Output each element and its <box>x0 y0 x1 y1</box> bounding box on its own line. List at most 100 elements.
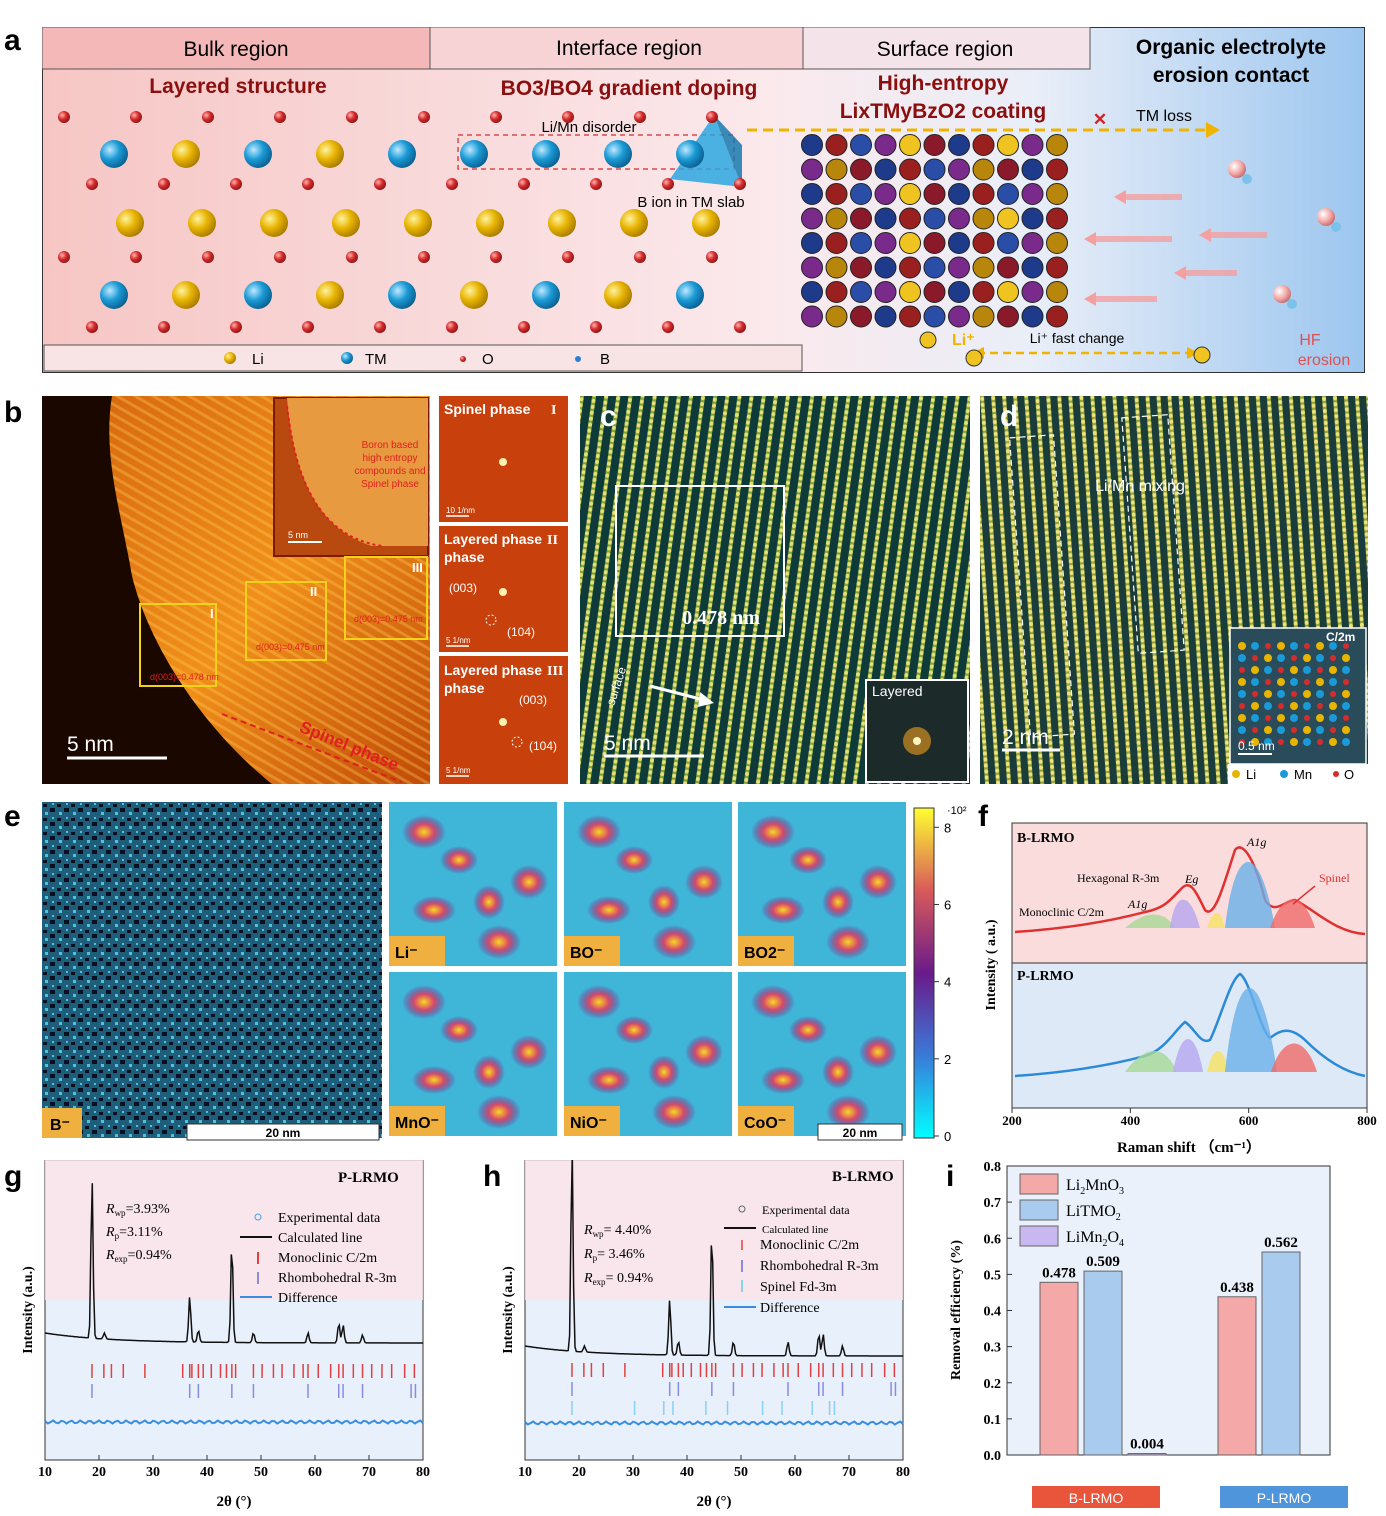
d-inset-atom <box>1277 690 1285 698</box>
o-atom <box>346 251 358 263</box>
svg-text:5 1/nm: 5 1/nm <box>446 636 471 645</box>
e-map-label: MnO⁻ <box>395 1115 439 1132</box>
e-map-label: NiO⁻ <box>570 1115 607 1132</box>
box-label-ii: II <box>310 584 317 599</box>
tm-atom <box>676 281 704 309</box>
coating-atom <box>948 134 970 156</box>
d-inset-atom <box>1317 739 1323 745</box>
coating-atom <box>1021 183 1044 205</box>
lattice-atoms <box>58 111 746 333</box>
o-atom <box>518 178 530 190</box>
o-atom <box>158 178 170 190</box>
d-inset-atom <box>1251 678 1259 686</box>
tm-atom <box>460 140 488 168</box>
d-inset-atom <box>1317 667 1323 673</box>
e-map-tile: BO2⁻ <box>738 802 906 966</box>
coating-atom <box>899 256 921 279</box>
hf-label-1: HF <box>1299 332 1321 349</box>
tm-atom <box>100 140 128 168</box>
xrd-xtick: 70 <box>362 1465 376 1480</box>
coating-atom <box>923 183 946 205</box>
coating-atom <box>899 207 921 230</box>
o-atom <box>130 251 142 263</box>
i-category-badge <box>1220 1486 1348 1508</box>
d-inset-atom <box>1329 714 1337 722</box>
tm-atom <box>676 140 704 168</box>
svg-text:Rexp= 0.94%: Rexp= 0.94% <box>583 1271 653 1287</box>
d-inset-atom <box>1304 679 1310 685</box>
i-ytick: 0.5 <box>984 1268 1002 1283</box>
xrd-xtick: 40 <box>200 1465 214 1480</box>
i-category-badge <box>1032 1486 1160 1508</box>
d-inset-atom <box>1329 678 1337 686</box>
organic-title-1: Organic electrolyte <box>1136 36 1326 59</box>
colorbar-tick: 6 <box>944 897 951 912</box>
coating-atom <box>948 183 970 205</box>
d-label-i: d(003)=0.478 nm <box>150 672 219 682</box>
o-atom <box>590 321 602 333</box>
o-atom <box>706 111 718 123</box>
coating-atom <box>825 183 848 205</box>
e-map-label: CoO⁻ <box>744 1115 786 1132</box>
e-map-label: BO⁻ <box>570 945 602 962</box>
li-atom <box>172 281 200 309</box>
coating-atom <box>801 281 823 303</box>
d-inset-atom <box>1291 727 1297 733</box>
coating-atom <box>850 207 872 230</box>
d-inset-atom <box>1290 666 1298 674</box>
o-atom <box>86 321 98 333</box>
d-inset-atom <box>1238 654 1246 662</box>
h-sample: B-LRMO <box>832 1169 894 1185</box>
h-xlabel: 2θ (°) <box>696 1494 731 1510</box>
box-label-iii: III <box>412 560 423 575</box>
d-inset-atom <box>1278 739 1284 745</box>
i-ytick: 0.3 <box>984 1341 1002 1356</box>
coating-atom <box>972 305 995 328</box>
d-inset-atom <box>1316 690 1324 698</box>
surface-coating-grid <box>801 134 1211 367</box>
svg-text:Spinel phase: Spinel phase <box>444 401 531 417</box>
o-atom <box>446 321 458 333</box>
d-inset-atom <box>1342 666 1350 674</box>
f-xtick: 200 <box>1002 1113 1022 1128</box>
li-atom <box>172 140 200 168</box>
d-inset-atom <box>1251 702 1259 710</box>
svg-text:Li: Li <box>1246 767 1256 782</box>
svg-text:(003): (003) <box>519 693 547 707</box>
coating-atom <box>850 281 872 303</box>
coating-atom <box>923 305 946 328</box>
d-inset-atom <box>1264 654 1272 662</box>
coating-atom <box>874 158 897 181</box>
e-maps: Li⁻ BO⁻ BO2⁻ MnO⁻ NiO⁻ CoO⁻ 20 nm <box>389 802 906 1141</box>
xrd-xtick: 50 <box>254 1465 268 1480</box>
d-inset-atom <box>1251 714 1259 722</box>
e-map-tile: MnO⁻ <box>389 972 557 1136</box>
panel-c-hrtem-image: 0.478 nm c surface 5 nm Layered <box>580 396 970 784</box>
colorbar-ticks: 0 2 4 6 8 <box>934 820 951 1142</box>
coating-atom <box>972 207 995 230</box>
panel-i-label: i <box>946 1160 955 1193</box>
svg-text:phase: phase <box>444 549 485 565</box>
i-ytick: 0.1 <box>984 1413 1002 1428</box>
coating-atom <box>801 183 823 205</box>
i-legend-swatch <box>1019 1225 1059 1247</box>
d-inset-atom <box>1317 703 1323 709</box>
svg-text:phase: phase <box>444 680 485 696</box>
d-inset-atom <box>1252 655 1258 661</box>
coating-atom <box>972 183 995 205</box>
coating-atom <box>923 207 946 230</box>
d-inset-atom <box>1290 678 1298 686</box>
panel-c-label: c <box>600 400 617 433</box>
d-inset-atom <box>1316 642 1324 650</box>
xrd-xtick: 30 <box>626 1465 640 1480</box>
coating-atom <box>850 232 872 254</box>
d-inset-atom <box>1264 726 1272 734</box>
d-inset-atom <box>1303 690 1311 698</box>
d-inset-atom <box>1303 726 1311 734</box>
coating-atom <box>1046 232 1068 254</box>
li-atom <box>316 140 344 168</box>
o-atom <box>634 111 646 123</box>
li-atom <box>316 281 344 309</box>
d-inset-atom <box>1238 714 1246 722</box>
li-atom <box>260 209 288 237</box>
